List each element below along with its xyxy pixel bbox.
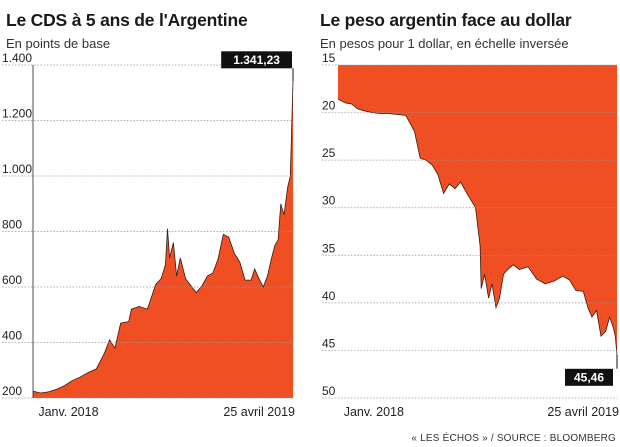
y-tick-label-peso-45: 45 bbox=[322, 336, 336, 350]
y-tick-label-peso-25: 25 bbox=[322, 146, 336, 160]
x-tick-label-peso-1: 25 avril 2019 bbox=[547, 405, 619, 419]
chart-peso: 15 20 25 30 35 40 45 50 Janv. 2018 25 avril 2019 4… bbox=[322, 51, 619, 419]
source-credit: « LES ÉCHOS » / SOURCE : BLOOMBERG bbox=[411, 433, 616, 444]
callout-value-peso: 45,46 bbox=[574, 370, 604, 384]
y-tick-label-peso-15: 15 bbox=[322, 51, 336, 65]
y-tick-label-peso-50: 50 bbox=[322, 384, 336, 398]
area-peso bbox=[338, 65, 617, 355]
y-tick-label-cds-200: 200 bbox=[2, 384, 22, 398]
chart-subtitle-peso: En pesos pour 1 dollar, en échelle inver… bbox=[320, 36, 569, 51]
x-tick-label-peso-0: Janv. 2018 bbox=[344, 405, 404, 419]
y-tick-label-cds-1000: 1.000 bbox=[2, 162, 32, 176]
y-tick-label-cds-600: 600 bbox=[2, 273, 22, 287]
y-tick-label-cds-1200: 1.200 bbox=[2, 107, 32, 121]
chart-cds: 200 400 600 800 1.000 1.200 1.400 Janv. 2018 25 … bbox=[2, 51, 295, 419]
line-cds bbox=[32, 81, 294, 394]
x-tick-label-cds-0: Janv. 2018 bbox=[38, 405, 98, 419]
x-tick-label-cds-1: 25 avril 2019 bbox=[223, 405, 295, 419]
chart-title-cds: Le CDS à 5 ans de l'Argentine bbox=[6, 10, 248, 30]
y-tick-label-cds-800: 800 bbox=[2, 218, 22, 232]
y-tick-label-peso-40: 40 bbox=[322, 289, 336, 303]
chart-title-peso: Le peso argentin face au dollar bbox=[320, 10, 572, 30]
area-cds bbox=[33, 81, 293, 399]
callout-box-peso bbox=[565, 368, 613, 386]
y-tick-label-peso-20: 20 bbox=[322, 99, 336, 113]
y-tick-label-peso-30: 30 bbox=[322, 194, 336, 208]
y-tick-label-peso-35: 35 bbox=[322, 241, 336, 255]
callout-value-cds: 1.341,23 bbox=[233, 53, 280, 67]
chart-subtitle-cds: En points de base bbox=[6, 36, 111, 51]
callout-box-cds bbox=[221, 51, 292, 69]
line-peso bbox=[337, 98, 618, 355]
y-tick-label-cds-1400: 1.400 bbox=[2, 51, 32, 65]
y-tick-label-cds-400: 400 bbox=[2, 329, 22, 343]
